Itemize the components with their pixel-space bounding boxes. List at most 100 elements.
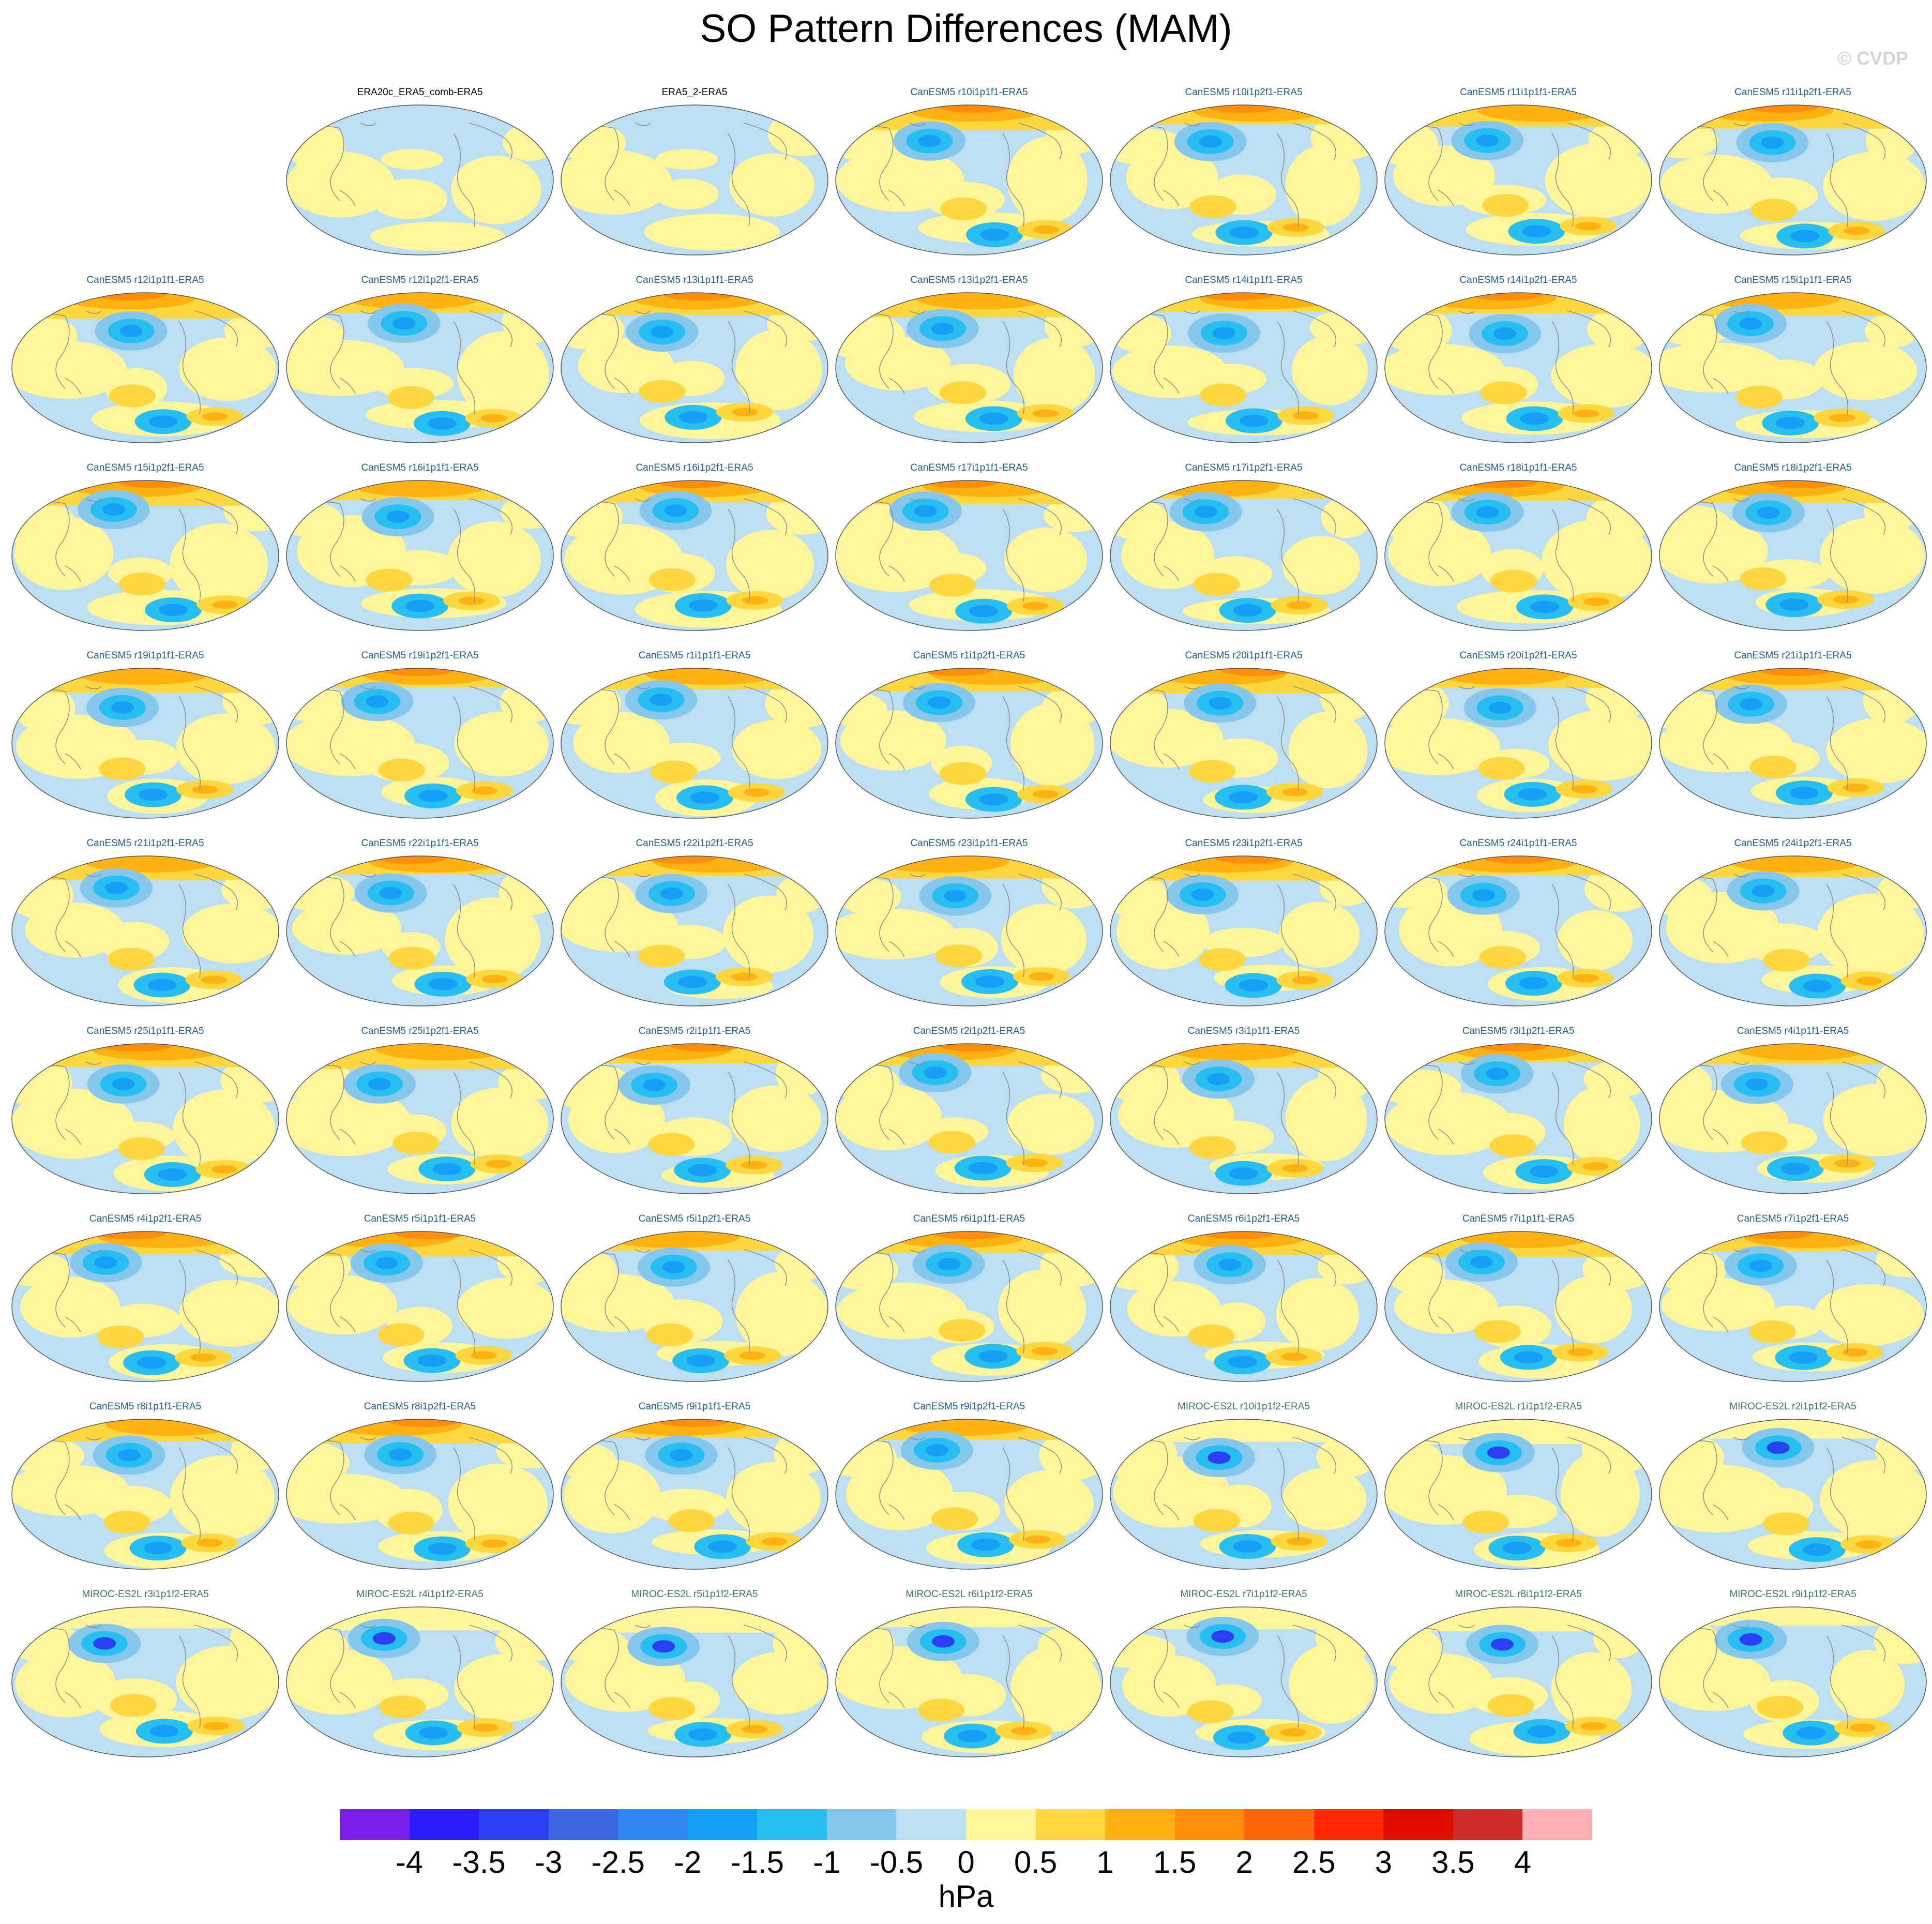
map-panel: CanESM5 r7i1p2f1-ERA5 [1656, 1213, 1930, 1384]
map-panel: CanESM5 r11i1p2f1-ERA5 [1656, 87, 1930, 258]
pressure-difference-map [8, 478, 282, 633]
colorbar-tick-label: 1 [1096, 1845, 1114, 1880]
pressure-difference-map [1656, 1229, 1930, 1384]
map-svg [561, 1231, 828, 1382]
panel-title: ERA5_2-ERA5 [661, 87, 728, 98]
pressure-difference-map [283, 1229, 557, 1384]
panel-title: CanESM5 r3i1p1f1-ERA5 [1187, 1026, 1300, 1036]
pressure-difference-map [1656, 853, 1930, 1009]
map-svg [11, 668, 279, 819]
map-panel: MIROC-ES2L r7i1p1f2-ERA5 [1107, 1589, 1381, 1760]
colorbar-swatch [409, 1809, 479, 1840]
pressure-difference-map [283, 853, 557, 1009]
colorbar-swatch [1522, 1809, 1593, 1840]
map-panel: CanESM5 r13i1p2f1-ERA5 [832, 275, 1106, 445]
map-panel: CanESM5 r11i1p1f1-ERA5 [1381, 87, 1655, 258]
map-svg [835, 668, 1103, 819]
panel-title: MIROC-ES2L r5i1p1f2-ERA5 [631, 1589, 758, 1600]
pressure-difference-map [1656, 478, 1930, 633]
map-svg [11, 1231, 279, 1382]
colorbar-tick-label: 3 [1375, 1845, 1393, 1880]
pressure-difference-map [1107, 102, 1381, 258]
map-panel: CanESM5 r15i1p2f1-ERA5 [8, 462, 282, 633]
map-svg [1659, 668, 1927, 819]
map-svg [835, 1231, 1103, 1382]
pressure-difference-map [832, 1229, 1106, 1384]
map-panel: CanESM5 r13i1p1f1-ERA5 [557, 275, 832, 445]
pressure-difference-map [832, 1041, 1106, 1196]
panel-title: MIROC-ES2L r6i1p1f2-ERA5 [905, 1589, 1033, 1600]
pressure-difference-map [1656, 1604, 1930, 1760]
pressure-difference-map [557, 1417, 832, 1572]
map-svg [835, 1419, 1103, 1570]
map-svg [561, 480, 828, 631]
map-panel: CanESM5 r5i1p2f1-ERA5 [557, 1213, 832, 1384]
panel-title: MIROC-ES2L r4i1p1f2-ERA5 [356, 1589, 484, 1600]
map-panel: CanESM5 r12i1p2f1-ERA5 [283, 275, 557, 445]
panel-title: CanESM5 r16i1p1f1-ERA5 [361, 462, 479, 473]
map-svg [561, 292, 828, 443]
panel-title: CanESM5 r4i1p1f1-ERA5 [1737, 1026, 1849, 1036]
map-panel: CanESM5 r25i1p1f1-ERA5 [8, 1026, 282, 1196]
pressure-difference-map [1656, 1417, 1930, 1572]
colorbar-tick-label: -1 [813, 1845, 841, 1880]
map-svg [835, 480, 1103, 631]
pressure-difference-map [1656, 666, 1930, 821]
map-svg [835, 1606, 1103, 1757]
pressure-difference-map [1107, 1229, 1381, 1384]
colorbar-swatch [1035, 1809, 1106, 1840]
map-svg [11, 1043, 279, 1194]
map-svg [286, 104, 554, 255]
pressure-difference-map [1381, 1229, 1655, 1384]
map-svg [1384, 855, 1652, 1006]
panel-title: CanESM5 r22i1p1f1-ERA5 [361, 838, 479, 849]
panel-title: CanESM5 r24i1p1f1-ERA5 [1459, 838, 1577, 849]
map-panel: CanESM5 r4i1p1f1-ERA5 [1656, 1026, 1930, 1196]
map-panel: CanESM5 r10i1p1f1-ERA5 [832, 87, 1106, 258]
pressure-difference-map [1107, 1041, 1381, 1196]
panel-title: CanESM5 r6i1p2f1-ERA5 [1187, 1213, 1300, 1224]
map-svg [11, 1606, 279, 1757]
panel-title: CanESM5 r8i1p2f1-ERA5 [364, 1401, 476, 1412]
pressure-difference-map [1381, 1604, 1655, 1760]
colorbar-swatch [687, 1809, 758, 1840]
panel-title: ERA20c_ERA5_comb-ERA5 [357, 87, 483, 98]
panel-title: CanESM5 r11i1p1f1-ERA5 [1460, 87, 1577, 98]
map-panel: CanESM5 r12i1p1f1-ERA5 [8, 275, 282, 445]
map-panel: CanESM5 r14i1p1f1-ERA5 [1107, 275, 1381, 445]
colorbar-swatch [1174, 1809, 1245, 1840]
map-panel: CanESM5 r20i1p2f1-ERA5 [1381, 650, 1655, 821]
map-svg [11, 292, 279, 443]
colorbar-units: hPa [938, 1879, 994, 1914]
panel-title: CanESM5 r5i1p2f1-ERA5 [638, 1213, 751, 1224]
map-svg [1110, 668, 1378, 819]
pressure-difference-map [832, 102, 1106, 258]
colorbar-swatch [548, 1809, 618, 1840]
map-svg [1110, 1419, 1378, 1570]
map-svg [1110, 1606, 1378, 1757]
pressure-difference-map [8, 1229, 282, 1384]
pressure-difference-map [1656, 290, 1930, 445]
map-svg [286, 1231, 554, 1382]
colorbar-tick-label: 1.5 [1153, 1845, 1197, 1880]
panel-title: CanESM5 r2i1p2f1-ERA5 [913, 1026, 1025, 1036]
pressure-difference-map [1656, 102, 1930, 258]
panel-title: CanESM5 r9i1p1f1-ERA5 [638, 1401, 751, 1412]
map-svg [286, 1419, 554, 1570]
map-svg [1384, 292, 1652, 443]
map-panel: CanESM5 r16i1p2f1-ERA5 [557, 462, 832, 633]
pressure-difference-map [1381, 1041, 1655, 1196]
panel-title: CanESM5 r19i1p1f1-ERA5 [86, 650, 204, 661]
map-svg [835, 1043, 1103, 1194]
map-panel: CanESM5 r22i1p2f1-ERA5 [557, 838, 832, 1009]
map-svg [286, 480, 554, 631]
pressure-difference-map [1381, 102, 1655, 258]
map-svg [1384, 668, 1652, 819]
colorbar-tick-label: 2 [1235, 1845, 1253, 1880]
pressure-difference-map [8, 666, 282, 821]
map-panel: CanESM5 r23i1p2f1-ERA5 [1107, 838, 1381, 1009]
pressure-difference-map [557, 102, 832, 258]
colorbar-tick-label: -2.5 [591, 1845, 645, 1880]
map-svg [1384, 1606, 1652, 1757]
map-svg [1110, 104, 1378, 255]
